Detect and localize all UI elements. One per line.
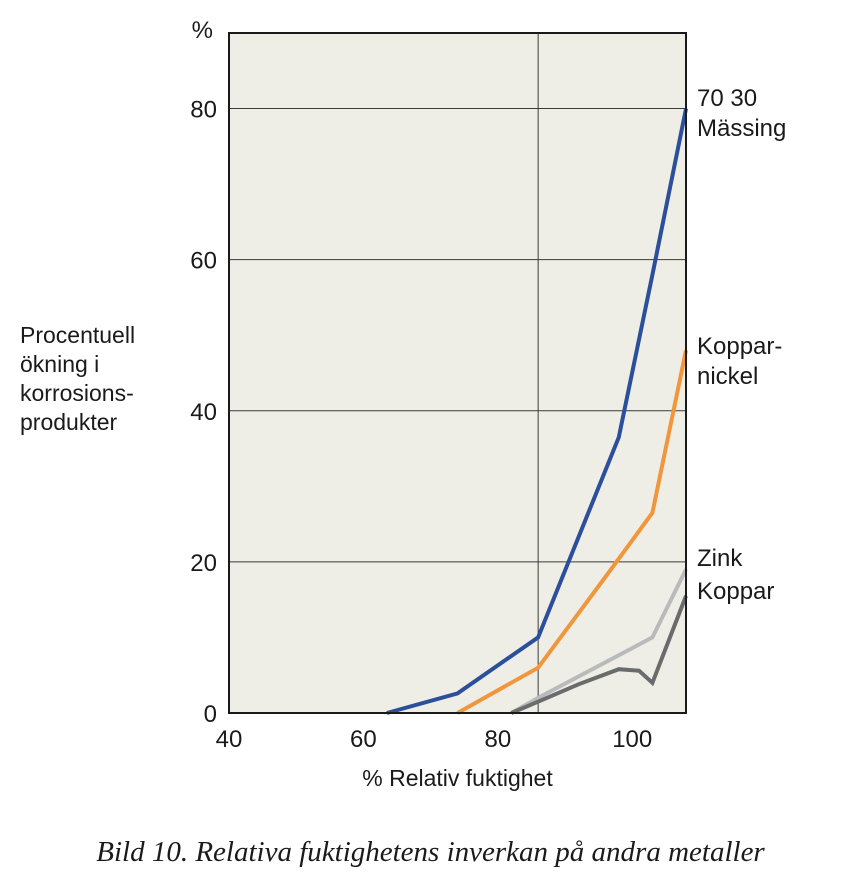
x-tick-label: 100 — [612, 726, 652, 753]
y-tick-label: 40 — [190, 399, 217, 426]
y-unit-label: % — [192, 17, 213, 44]
tick-labels: 0 20 40 60 80 40 60 80 100 — [190, 97, 652, 753]
y-tick-label: 60 — [190, 248, 217, 275]
y-tick-label: 0 — [204, 701, 217, 728]
series-label-1: nickel — [697, 363, 758, 390]
series-label-2: Zink — [697, 545, 743, 572]
series-label-3: Koppar — [697, 578, 774, 605]
plot-frame — [228, 32, 687, 714]
series-label-1: Koppar- — [697, 333, 782, 360]
x-axis-label: % Relativ fuktighet — [362, 765, 553, 791]
series-line-3 — [510, 595, 688, 715]
series-lines — [386, 108, 688, 715]
y-tick-label: 20 — [190, 550, 217, 577]
x-tick-label: 40 — [216, 726, 243, 753]
series-labels: 70 30 Mässing Koppar-nickel Zink Koppar — [697, 85, 786, 605]
series-line-0 — [386, 108, 688, 715]
y-tick-label: 80 — [190, 97, 217, 124]
x-tick-label: 60 — [350, 726, 377, 753]
series-label-0: 70 30 — [697, 85, 757, 112]
y-axis-label-line: korrosions- — [20, 380, 134, 406]
y-axis-label-line: produkter — [20, 409, 118, 435]
series-line-1 — [456, 349, 688, 715]
y-axis-label: Procentuell ökning i korrosions-produkter — [20, 322, 135, 435]
plot-area — [229, 33, 686, 713]
y-axis-label-line: Procentuell — [20, 322, 135, 348]
figure-caption: Bild 10. Relativa fuktighetens inverkan … — [96, 836, 765, 868]
x-tick-label: 80 — [484, 726, 511, 753]
series-label-0: Mässing — [697, 115, 786, 142]
gridlines — [229, 108, 686, 563]
y-axis-label-line: ökning i — [20, 351, 99, 377]
